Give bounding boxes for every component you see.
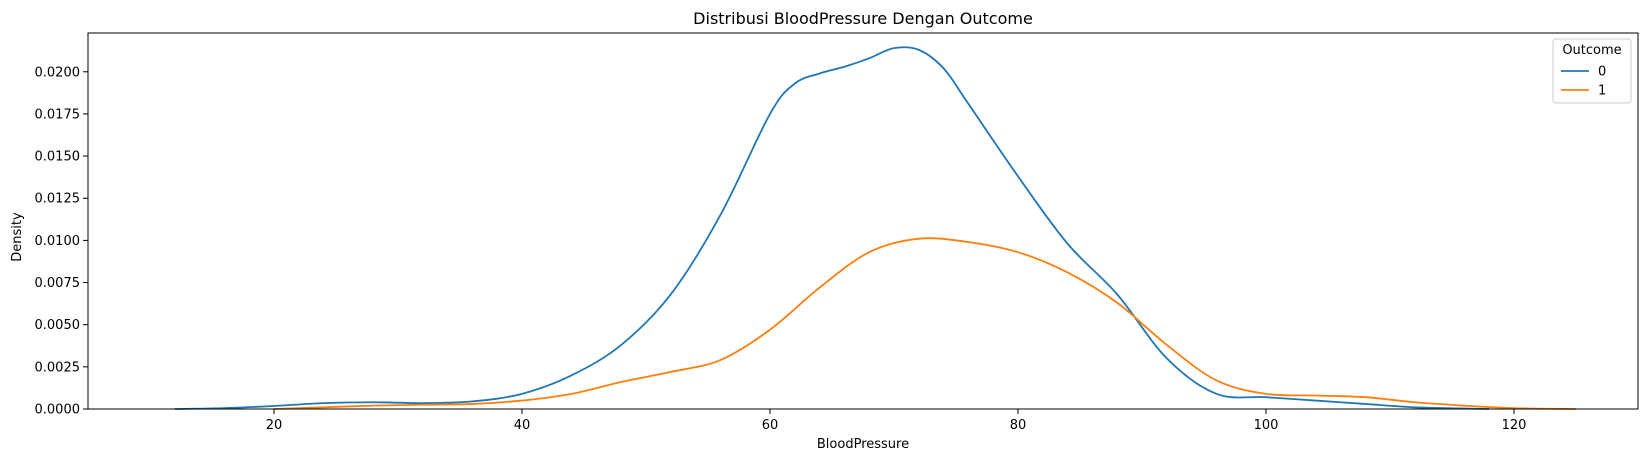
y-tick-label: 0.0000	[35, 403, 81, 418]
x-tick-label: 120	[1502, 418, 1527, 433]
y-tick-label: 0.0100	[35, 234, 81, 249]
x-tick-label: 60	[762, 418, 779, 433]
legend-title: Outcome	[1562, 43, 1621, 58]
y-tick-label: 0.0025	[35, 360, 81, 375]
plot-frame	[87, 32, 1639, 410]
y-tick-label: 0.0200	[35, 65, 81, 80]
x-tick-label: 20	[266, 418, 283, 433]
y-tick-label: 0.0125	[35, 192, 81, 207]
series-line-0	[174, 46, 1490, 410]
x-tick-label: 80	[1010, 418, 1027, 433]
x-tick-label: 100	[1254, 418, 1279, 433]
chart-title: Distribusi BloodPressure Dengan Outcome	[693, 9, 1033, 28]
legend-box	[1552, 38, 1632, 104]
x-tick-label: 40	[514, 418, 531, 433]
plot-area	[174, 46, 1577, 410]
series-line-1	[273, 237, 1577, 410]
legend: Outcome 0 1	[1552, 38, 1632, 104]
y-axis-ticks: 0.0000 0.0025 0.0050 0.0075 0.0100 0.0125 0.01…	[35, 65, 88, 418]
x-axis-ticks: 20 40 60 80 100 120	[266, 409, 1527, 433]
x-axis-label: BloodPressure	[817, 437, 909, 452]
y-tick-label: 0.0150	[35, 150, 81, 165]
y-tick-label: 0.0050	[35, 318, 81, 333]
legend-label-1: 1	[1598, 84, 1606, 99]
legend-label-0: 0	[1598, 65, 1606, 80]
y-axis-label: Density	[10, 212, 25, 262]
y-tick-label: 0.0175	[35, 107, 81, 122]
y-tick-label: 0.0075	[35, 276, 81, 291]
